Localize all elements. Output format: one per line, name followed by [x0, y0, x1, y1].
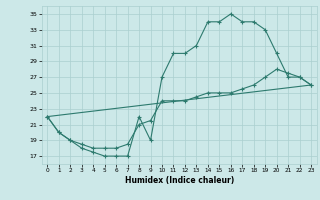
X-axis label: Humidex (Indice chaleur): Humidex (Indice chaleur)	[124, 176, 234, 185]
